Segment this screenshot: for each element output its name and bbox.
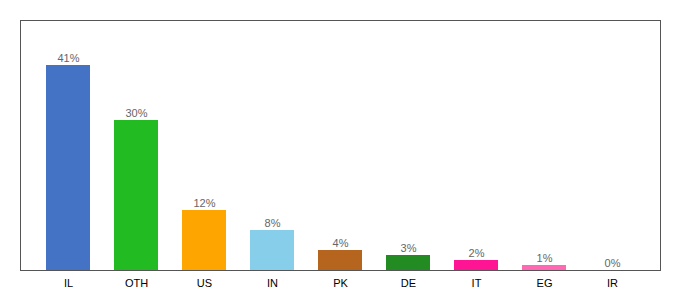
svg-text:1%: 1% (537, 252, 553, 264)
svg-text:2%: 2% (469, 247, 485, 259)
svg-text:IR: IR (607, 277, 618, 289)
svg-text:PK: PK (333, 277, 348, 289)
svg-text:3%: 3% (401, 242, 417, 254)
svg-text:OTH: OTH (125, 277, 148, 289)
svg-text:4%: 4% (333, 237, 349, 249)
svg-text:IL: IL (64, 277, 73, 289)
svg-text:EG: EG (537, 277, 553, 289)
svg-text:41%: 41% (57, 52, 79, 64)
svg-text:IN: IN (267, 277, 278, 289)
svg-text:US: US (197, 277, 212, 289)
svg-text:8%: 8% (265, 217, 281, 229)
svg-text:30%: 30% (125, 107, 147, 119)
svg-text:0%: 0% (605, 257, 621, 269)
svg-text:DE: DE (401, 277, 416, 289)
svg-text:IT: IT (472, 277, 482, 289)
svg-text:12%: 12% (193, 197, 215, 209)
